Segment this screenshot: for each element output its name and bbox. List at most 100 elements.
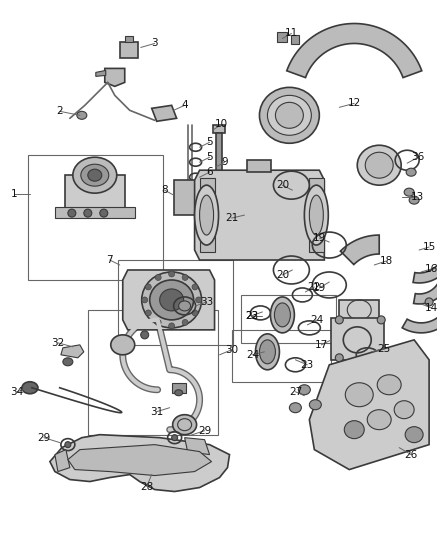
Text: 23: 23 [301, 360, 314, 370]
Polygon shape [125, 36, 133, 43]
Text: 9: 9 [221, 157, 228, 167]
Polygon shape [123, 270, 215, 330]
Text: 29: 29 [37, 433, 50, 442]
Ellipse shape [259, 340, 276, 364]
Ellipse shape [309, 195, 323, 235]
Polygon shape [291, 36, 300, 44]
Polygon shape [340, 235, 379, 264]
Text: 19: 19 [313, 233, 326, 243]
Polygon shape [172, 383, 186, 393]
Ellipse shape [259, 87, 319, 143]
Ellipse shape [84, 209, 92, 217]
Ellipse shape [88, 169, 102, 181]
Polygon shape [247, 160, 272, 172]
Ellipse shape [344, 421, 364, 439]
Text: 31: 31 [150, 407, 163, 417]
Ellipse shape [179, 301, 191, 311]
Ellipse shape [182, 274, 188, 280]
Text: 8: 8 [161, 185, 168, 195]
Polygon shape [68, 445, 212, 475]
Ellipse shape [377, 316, 385, 324]
Text: 26: 26 [405, 450, 418, 459]
Bar [88, 310, 218, 434]
Ellipse shape [336, 316, 343, 324]
Ellipse shape [145, 284, 151, 290]
Ellipse shape [150, 280, 194, 320]
Polygon shape [287, 23, 422, 78]
Ellipse shape [200, 195, 214, 235]
Polygon shape [413, 236, 438, 283]
Ellipse shape [169, 323, 175, 329]
Text: 7: 7 [106, 255, 113, 265]
Text: 23: 23 [245, 311, 258, 321]
Polygon shape [173, 180, 200, 215]
Ellipse shape [405, 427, 423, 442]
Text: 13: 13 [410, 192, 424, 202]
Ellipse shape [367, 410, 391, 430]
Text: 20: 20 [276, 180, 289, 190]
Polygon shape [50, 434, 230, 491]
Text: 1: 1 [11, 189, 17, 199]
Ellipse shape [65, 442, 71, 448]
Text: 12: 12 [348, 99, 361, 108]
Polygon shape [184, 438, 209, 455]
Ellipse shape [268, 95, 311, 135]
Bar [118, 260, 233, 345]
Polygon shape [61, 345, 84, 358]
Polygon shape [413, 261, 438, 304]
Text: 27: 27 [289, 387, 302, 397]
Ellipse shape [377, 375, 401, 395]
Polygon shape [96, 70, 106, 76]
Ellipse shape [275, 303, 290, 327]
Ellipse shape [68, 209, 76, 217]
Ellipse shape [290, 403, 301, 413]
Polygon shape [215, 133, 222, 175]
Text: 30: 30 [225, 345, 238, 355]
Text: 4: 4 [181, 100, 188, 110]
Ellipse shape [404, 188, 414, 196]
Ellipse shape [194, 185, 219, 245]
Text: 34: 34 [11, 387, 24, 397]
Ellipse shape [304, 185, 328, 245]
Polygon shape [200, 178, 215, 252]
Ellipse shape [192, 310, 198, 316]
Text: 3: 3 [152, 38, 158, 49]
Ellipse shape [145, 310, 151, 316]
Ellipse shape [111, 335, 135, 355]
Ellipse shape [155, 274, 161, 280]
Text: 22: 22 [308, 282, 321, 292]
Ellipse shape [298, 385, 311, 395]
Ellipse shape [192, 284, 198, 290]
Text: 32: 32 [51, 338, 64, 348]
Ellipse shape [409, 196, 419, 204]
Ellipse shape [394, 401, 414, 419]
Text: 33: 33 [200, 297, 213, 307]
Ellipse shape [142, 297, 148, 303]
Polygon shape [309, 340, 429, 470]
Text: 10: 10 [215, 119, 228, 130]
Bar [241, 295, 336, 343]
Text: 5: 5 [206, 152, 213, 162]
Ellipse shape [336, 354, 343, 362]
Text: 5: 5 [206, 138, 213, 147]
Polygon shape [55, 207, 135, 218]
Text: 24: 24 [246, 350, 259, 360]
Ellipse shape [377, 354, 385, 362]
Ellipse shape [142, 272, 201, 328]
Ellipse shape [160, 289, 184, 311]
Text: 21: 21 [225, 213, 238, 223]
Text: 11: 11 [285, 28, 298, 38]
Ellipse shape [100, 209, 108, 217]
Text: 2: 2 [57, 106, 63, 116]
Ellipse shape [309, 400, 321, 410]
Ellipse shape [255, 334, 279, 370]
Text: 22: 22 [245, 311, 258, 321]
Ellipse shape [276, 102, 304, 128]
Ellipse shape [22, 382, 38, 394]
Ellipse shape [172, 434, 178, 441]
Text: 20: 20 [276, 270, 289, 280]
Ellipse shape [77, 111, 87, 119]
Polygon shape [212, 125, 225, 133]
Text: 29: 29 [198, 426, 211, 435]
Text: 16: 16 [424, 264, 438, 274]
